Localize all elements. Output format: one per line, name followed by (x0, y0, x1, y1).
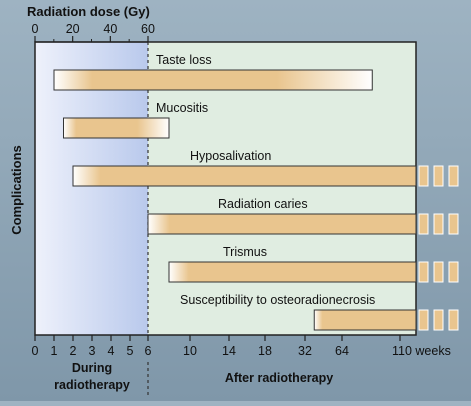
during-radiotherapy-label-line1: During (72, 361, 112, 375)
week-tick-label-32: 32 (298, 344, 312, 358)
bar-group-trismus: Trismus (168, 245, 459, 283)
week-tick-label-0: 0 (32, 344, 39, 358)
weeks-axis: 0 1 2 3 4 5 6 10 14 18 32 64 110 weeks (32, 335, 451, 358)
week-tick-label-1: 1 (51, 344, 58, 358)
bar-continuation-radiation-caries-2 (433, 213, 444, 235)
bar-continuation-susceptibility-to-osteoradionecrosis-1 (418, 309, 429, 331)
bar-label-hyposalivation: Hyposalivation (190, 149, 271, 163)
week-tick-label-64: 64 (335, 344, 349, 358)
bar-label-susceptibility-to-osteoradionecrosis: Susceptibility to osteoradionecrosis (180, 293, 375, 307)
bar-continuation-radiation-caries-3 (448, 213, 459, 235)
bar-continuation-radiation-caries-1 (418, 213, 429, 235)
complications-axis-label: Complications (9, 145, 24, 235)
bar-continuation-trismus-3 (448, 261, 459, 283)
week-tick-label-3: 3 (89, 344, 96, 358)
bar-group-mucositis: Mucositis (63, 101, 208, 139)
bar-continuation-hyposalivation-1 (418, 165, 429, 187)
dose-tick-label-60: 60 (141, 22, 155, 36)
dose-tick-label-20: 20 (66, 22, 80, 36)
bar-continuation-hyposalivation-3 (448, 165, 459, 187)
week-tick-label-5: 5 (127, 344, 134, 358)
week-tick-label-4: 4 (108, 344, 115, 358)
after-radiotherapy-label: After radiotherapy (225, 371, 333, 385)
radiation-dose-axis: 0 20 40 60 (32, 22, 155, 43)
bar-susceptibility-to-osteoradionecrosis (313, 309, 417, 331)
bar-radiation-caries (147, 213, 417, 235)
bar-hyposalivation (72, 165, 417, 187)
bar-group-hyposalivation: Hyposalivation (72, 149, 459, 187)
week-tick-label-110-weeks: 110 weeks (392, 344, 451, 358)
bar-mucositis (63, 117, 170, 139)
during-radiotherapy-label-line2: radiotherapy (54, 378, 130, 392)
bar-continuation-susceptibility-to-osteoradionecrosis-3 (448, 309, 459, 331)
during-radiotherapy-region (35, 42, 148, 335)
bar-continuation-hyposalivation-2 (433, 165, 444, 187)
bar-label-mucositis: Mucositis (156, 101, 208, 115)
plot-frame (34, 41, 417, 336)
bar-trismus (168, 261, 417, 283)
bar-group-taste-loss: Taste loss (53, 53, 373, 91)
bar-taste-loss (53, 69, 373, 91)
week-tick-label-6: 6 (145, 344, 152, 358)
radiation-dose-axis-title: Radiation dose (Gy) (27, 4, 150, 19)
bar-label-radiation-caries: Radiation caries (218, 197, 308, 211)
bar-label-trismus: Trismus (223, 245, 267, 259)
week-tick-label-2: 2 (70, 344, 77, 358)
week-tick-label-14: 14 (222, 344, 236, 358)
after-radiotherapy-region (148, 42, 416, 335)
bar-group-radiation-caries: Radiation caries (147, 197, 459, 235)
bar-group-susceptibility-to-osteoradionecrosis: Susceptibility to osteoradionecrosis (180, 293, 459, 331)
week-tick-label-10: 10 (183, 344, 197, 358)
bar-continuation-susceptibility-to-osteoradionecrosis-2 (433, 309, 444, 331)
complication-bars: Taste loss Mucositis Hyposalivation Radiati… (53, 53, 459, 331)
bar-continuation-trismus-1 (418, 261, 429, 283)
dose-tick-label-40: 40 (103, 22, 117, 36)
dose-tick-label-0: 0 (32, 22, 39, 36)
week-tick-label-18: 18 (258, 344, 272, 358)
bar-label-taste-loss: Taste loss (156, 53, 212, 67)
bar-continuation-trismus-2 (433, 261, 444, 283)
